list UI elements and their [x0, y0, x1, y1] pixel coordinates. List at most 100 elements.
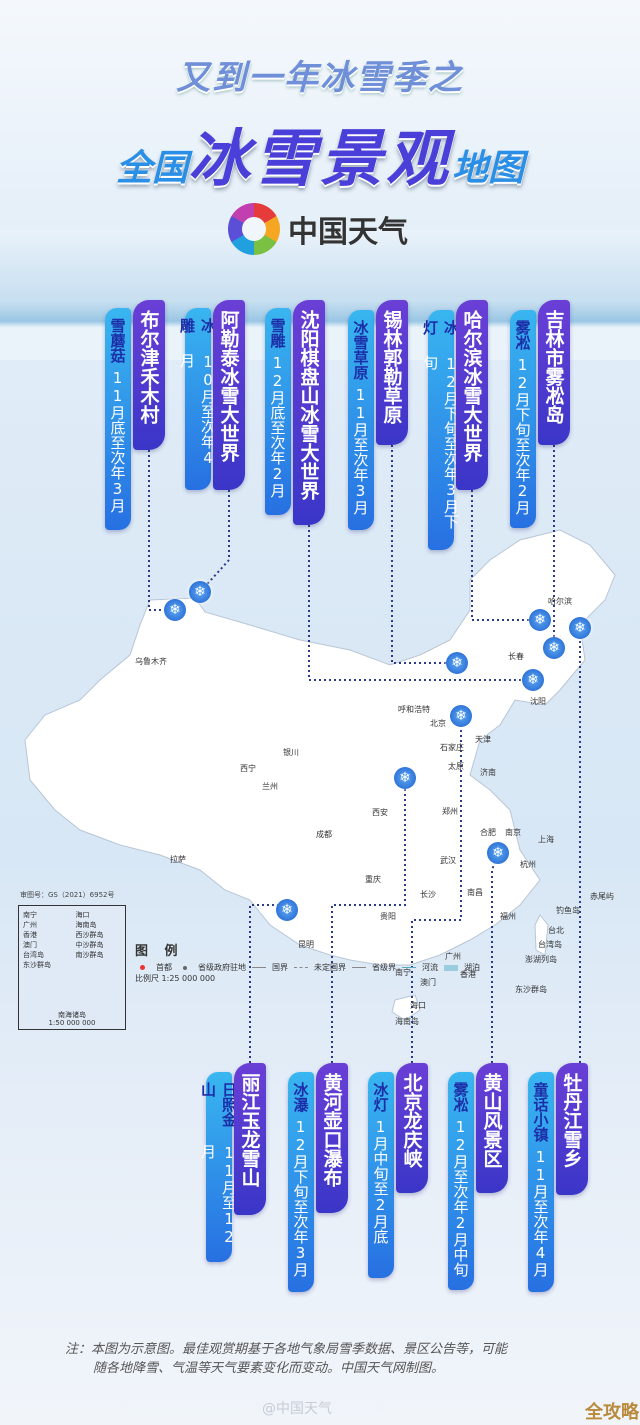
- spot-name-tag[interactable]: 沈阳棋盘山冰雪大世界: [293, 300, 325, 525]
- legend-label: 省级界: [372, 963, 396, 972]
- snowflake-marker-jilin[interactable]: ❄: [543, 637, 565, 659]
- city-label: 沈阳: [530, 697, 546, 706]
- logo: 中国天气: [228, 203, 408, 255]
- spot-period: 12月下旬至次年3月下旬: [421, 355, 460, 530]
- connector-line: [249, 904, 288, 1063]
- connector-line: [471, 490, 540, 621]
- spot-period: 11月至次年4月: [531, 1148, 550, 1277]
- snowflake-marker-huangshan[interactable]: ❄: [487, 842, 509, 864]
- city-label: 南宁: [395, 968, 411, 977]
- spot-name: 吉林市雾凇岛: [542, 310, 565, 424]
- city-label: 澎湖列岛: [525, 955, 557, 964]
- city-label: 香港: [460, 970, 476, 979]
- spot-info-tag: 雾凇 12月下旬至次年2月: [510, 310, 536, 528]
- spot-name: 黄山风景区: [480, 1073, 503, 1168]
- spot-period: 11月底至次年3月: [108, 369, 127, 513]
- legend-item: 湖泊: [444, 962, 480, 973]
- spot-name-tag[interactable]: 吉林市雾凇岛: [538, 300, 570, 445]
- spot-period: 12月下旬至次年3月: [291, 1118, 310, 1277]
- legend-label: 首都: [156, 963, 172, 972]
- city-label: 成都: [316, 830, 332, 839]
- spot-info-tag: 冰雪草原 11月至次年3月: [348, 310, 374, 530]
- legend-item: 首都: [135, 962, 172, 973]
- city-label: 银川: [283, 748, 299, 757]
- connector-line: [199, 490, 230, 593]
- connector-line: [391, 445, 457, 664]
- spot-period: 10月至次年4月: [178, 353, 217, 468]
- spot-period: 12月至次年2月中旬: [451, 1118, 470, 1277]
- spot-info-tag: 童话小镇 11月至次年4月: [528, 1072, 554, 1292]
- legend-symbol-icon: [252, 967, 266, 968]
- spot-type: 童话小镇: [531, 1082, 550, 1142]
- city-label: 台湾岛: [538, 940, 562, 949]
- city-label: 郑州: [442, 807, 458, 816]
- spot-info-tag: 冰灯 1月中旬至2月底: [368, 1072, 394, 1278]
- inset-label: 东沙群岛: [23, 961, 51, 969]
- spot-name-tag[interactable]: 黄河壶口瀑布: [316, 1063, 348, 1213]
- spot-name: 丽江玉龙雪山: [238, 1073, 261, 1187]
- legend-label: 国界: [272, 963, 288, 972]
- legend-item: 未定国界: [294, 962, 346, 973]
- spot-type: 冰瀑: [291, 1082, 310, 1112]
- spot-name-tag[interactable]: 布尔津禾木村: [133, 300, 165, 450]
- spot-name: 北京龙庆峡: [400, 1073, 423, 1168]
- legend-item: 省级界: [352, 962, 396, 973]
- inset-label: 中沙群岛: [75, 941, 104, 949]
- city-label: 海南岛: [395, 1017, 419, 1026]
- city-label: 台北: [548, 926, 564, 935]
- city-label: 广州: [445, 952, 461, 961]
- spot-name-tag[interactable]: 黄山风景区: [476, 1063, 508, 1193]
- spot-name: 黄河壶口瀑布: [320, 1073, 343, 1187]
- snowflake-marker-burqin[interactable]: ❄: [164, 599, 186, 621]
- connector-line: [308, 525, 533, 681]
- spot-period: 11月至12月: [199, 1143, 238, 1246]
- snowflake-marker-mudanjiang[interactable]: ❄: [569, 617, 591, 639]
- spot-name-tag[interactable]: 丽江玉龙雪山: [234, 1063, 266, 1215]
- city-label: 昆明: [298, 940, 314, 949]
- spot-name-tag[interactable]: 阿勒泰冰雪大世界: [213, 300, 245, 490]
- city-label: 西宁: [240, 764, 256, 773]
- snowflake-marker-lijiang[interactable]: ❄: [276, 899, 298, 921]
- spot-info-tag: 雾凇 12月至次年2月中旬: [448, 1072, 474, 1290]
- legend-label: 未定国界: [314, 963, 346, 972]
- inset-label: 香港: [23, 931, 37, 939]
- city-label: 杭州: [520, 860, 536, 869]
- snowflake-marker-beijing[interactable]: ❄: [450, 705, 472, 727]
- snowflake-marker-xilingol[interactable]: ❄: [446, 652, 468, 674]
- inset-label: 南沙群岛: [75, 951, 104, 959]
- city-label: 上海: [538, 835, 554, 844]
- connector-line: [411, 716, 462, 1063]
- spot-name: 牡丹江雪乡: [560, 1073, 583, 1168]
- page-title: 全国冰雪景观地图: [0, 108, 640, 198]
- spot-name-tag[interactable]: 锡林郭勒草原: [376, 300, 408, 445]
- city-label: 澳门: [420, 978, 436, 987]
- inset-label: 澳门: [23, 941, 37, 949]
- spot-name-tag[interactable]: 牡丹江雪乡: [556, 1063, 588, 1195]
- spot-type: 雪雕: [268, 318, 287, 348]
- inset-label: 广州: [23, 921, 37, 929]
- spot-info-tag: 冰瀑 12月下旬至次年3月: [288, 1072, 314, 1292]
- spot-name-tag[interactable]: 哈尔滨冰雪大世界: [456, 300, 488, 490]
- spot-type: 冰雪草原: [351, 320, 370, 380]
- spot-name-tag[interactable]: 北京龙庆峡: [396, 1063, 428, 1193]
- snowflake-marker-altay[interactable]: ❄: [189, 581, 211, 603]
- city-label: 重庆: [365, 875, 381, 884]
- spot-info-tag: 冰灯 12月下旬至次年3月下旬: [421, 310, 460, 550]
- spot-type: 日照金山: [199, 1082, 238, 1127]
- legend-item: 国界: [252, 962, 288, 973]
- legend-label: 河流: [422, 963, 438, 972]
- spot-type: 雪蘑菇: [108, 318, 127, 363]
- snowflake-marker-harbin[interactable]: ❄: [529, 609, 551, 631]
- title-suffix: 地图: [452, 148, 525, 189]
- legend-label: 省级政府驻地: [198, 963, 246, 972]
- map-legend: 图 例 首都 省级政府驻地 国界 未定国界 省级界 河流 湖泊 比例尺 1:25 000 0…: [135, 940, 480, 984]
- inset-title: 南海诸岛: [58, 1011, 86, 1019]
- corner-badge: 全攻略: [585, 1402, 639, 1423]
- taiwan-island: [534, 914, 549, 956]
- city-label: 海口: [410, 1001, 426, 1010]
- city-label: 呼和浩特: [398, 705, 430, 714]
- snowflake-marker-hukou[interactable]: ❄: [394, 767, 416, 789]
- snowflake-marker-shenyang[interactable]: ❄: [522, 669, 544, 691]
- spot-name: 阿勒泰冰雪大世界: [217, 310, 240, 462]
- inset-label: 台湾岛: [23, 951, 44, 959]
